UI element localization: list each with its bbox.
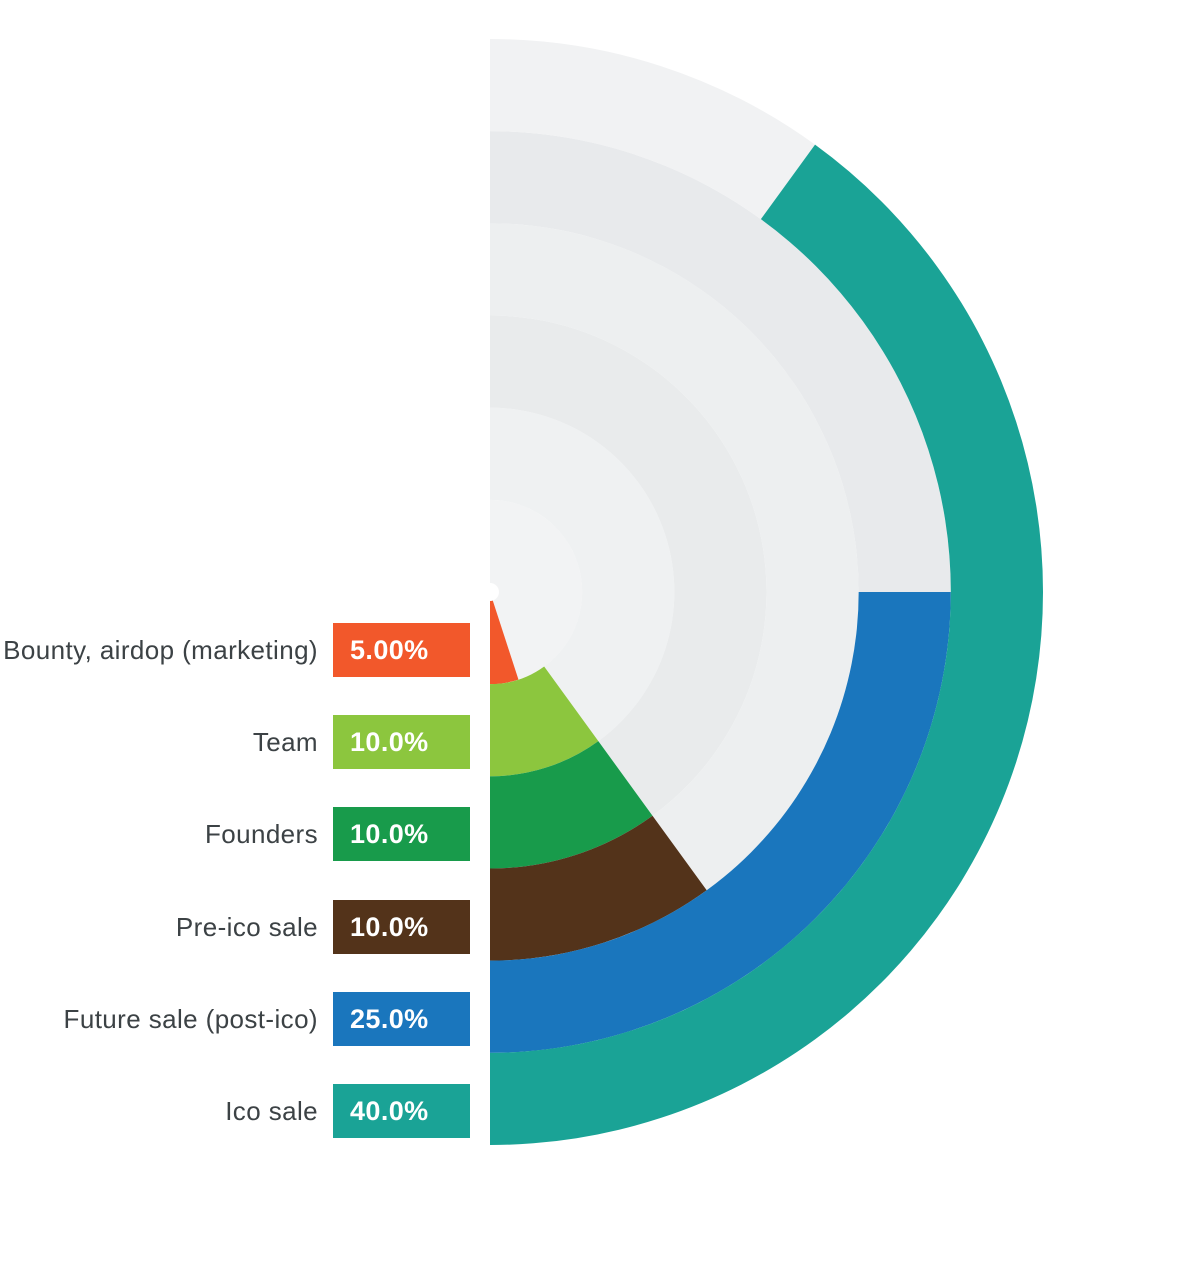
ring-arc-founders xyxy=(490,741,653,869)
ring-arc-team xyxy=(490,666,599,777)
ring-arc-ico-sale xyxy=(490,144,1044,1146)
ring-track-future-sale-post-ico xyxy=(490,131,951,593)
ring-arc-pre-ico-sale xyxy=(490,815,707,961)
ring-arc-future-sale-post-ico xyxy=(490,592,951,1053)
ring-track-pre-ico-sale xyxy=(490,223,859,891)
ring-track-bounty-airdop-marketing xyxy=(490,499,583,680)
ring-track-founders xyxy=(490,315,767,816)
ring-arc-bounty-airdop-marketing xyxy=(490,592,519,685)
ring-track-ico-sale xyxy=(490,39,816,220)
chart-center-dot xyxy=(481,583,499,601)
ring-track-team xyxy=(490,407,675,742)
